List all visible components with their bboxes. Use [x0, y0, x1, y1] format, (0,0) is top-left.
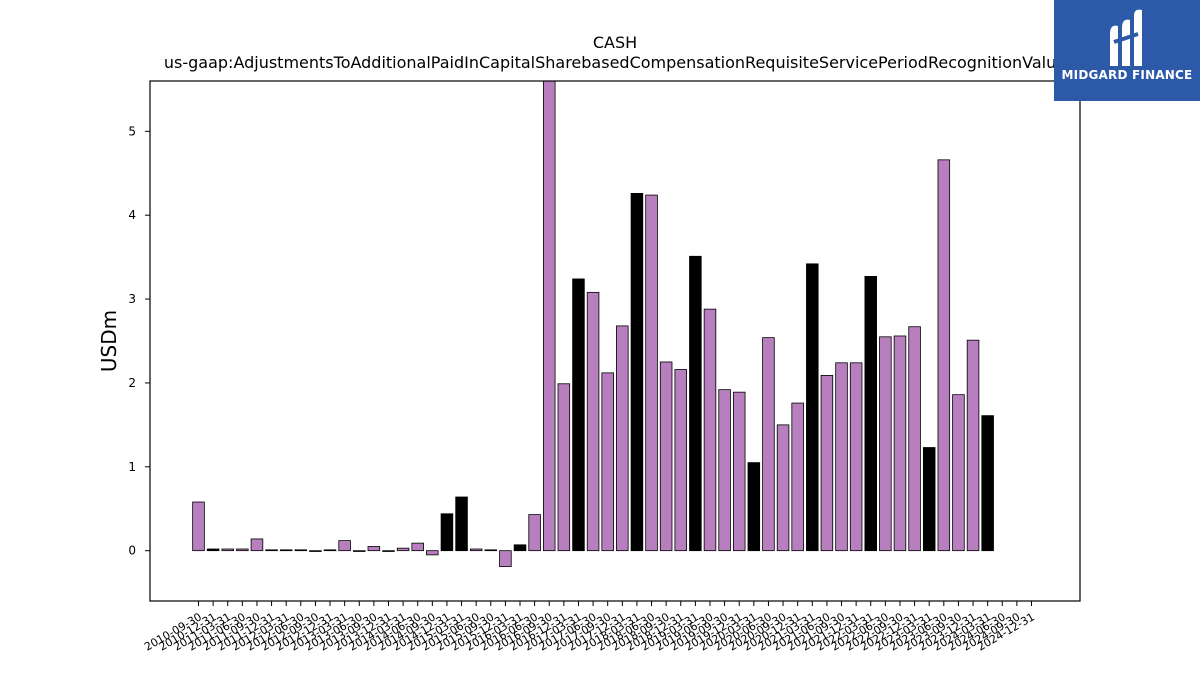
bar-2012-12-31 — [323, 549, 337, 552]
bar-2023-12-31 — [966, 339, 980, 552]
bar-2019-06-30 — [703, 308, 717, 552]
bar-2010-09-30 — [192, 501, 205, 552]
y-tick-label: 1 — [128, 460, 136, 474]
bar-2019-12-31 — [732, 391, 746, 552]
bar-2010-12-31 — [206, 548, 220, 552]
y-axis: 0 1 2 3 4 5 — [128, 124, 150, 558]
y-tick-label: 3 — [128, 292, 136, 306]
y-tick-label: 5 — [128, 124, 136, 138]
bar-2017-12-31 — [616, 325, 629, 552]
bar-2024-03-31 — [981, 415, 994, 552]
bar-2023-09-30 — [952, 394, 965, 552]
bar-2023-03-31 — [922, 447, 936, 552]
bar-2014-06-30 — [411, 542, 424, 552]
bar-2014-12-31 — [440, 513, 454, 552]
bar-2015-12-31 — [499, 550, 512, 568]
plot-frame — [149, 80, 1081, 602]
bar-2013-12-31 — [382, 550, 395, 552]
bar-2016-03-31 — [513, 544, 527, 552]
chart-subtitle: us-gaap:AdjustmentsToAdditionalPaidInCap… — [164, 53, 1066, 72]
bar-2022-06-30 — [879, 336, 892, 552]
y-tick-label: 0 — [128, 544, 136, 558]
bar-2013-03-31 — [338, 540, 351, 552]
bar-2018-09-30 — [659, 361, 673, 552]
bar-2014-09-30 — [426, 550, 439, 556]
bar-2015-06-30 — [469, 548, 483, 552]
bar-2018-06-30 — [645, 194, 658, 552]
bar-2017-06-30 — [586, 291, 600, 552]
bar-2016-06-30 — [528, 514, 541, 552]
bar-2020-12-31 — [791, 402, 804, 552]
bar-2023-06-30 — [937, 159, 951, 552]
bar-2011-06-30 — [236, 548, 249, 552]
bar-2014-03-31 — [396, 547, 410, 552]
y-axis-label: USDm — [97, 310, 121, 372]
bar-2022-03-31 — [864, 276, 877, 552]
bar-2012-03-31 — [279, 549, 293, 552]
bar-2022-09-30 — [893, 335, 907, 552]
bar-2021-03-31 — [806, 263, 819, 552]
chart-title: CASH — [593, 33, 637, 52]
bar-2012-06-30 — [294, 549, 308, 552]
logo-mark-icon — [1110, 9, 1142, 67]
x-axis: 2010-09-302010-12-312011-03-312011-06-30… — [142, 601, 1037, 654]
bar-2021-06-30 — [820, 374, 834, 552]
bar-2013-06-30 — [353, 550, 366, 552]
bar-2012-09-30 — [309, 550, 322, 552]
bar-2019-09-30 — [718, 389, 731, 552]
bar-2020-06-30 — [762, 337, 775, 552]
bars-group — [192, 80, 994, 568]
y-tick-label: 2 — [128, 376, 136, 390]
bar-2015-03-31 — [455, 496, 468, 552]
bar-2018-03-31 — [630, 192, 644, 552]
bar-2016-09-30 — [542, 80, 556, 552]
bar-2021-09-30 — [835, 362, 848, 552]
bar-2018-12-31 — [674, 369, 688, 552]
bar-2017-09-30 — [601, 372, 614, 552]
bar-2011-09-30 — [250, 538, 264, 552]
bar-2013-09-30 — [367, 546, 381, 552]
y-tick-label: 4 — [128, 208, 136, 222]
bar-2011-12-31 — [265, 549, 278, 552]
bar-2016-12-31 — [557, 383, 571, 552]
logo-wordmark: MIDGARD FINANCE — [1061, 68, 1193, 82]
bar-2017-03-31 — [572, 278, 585, 552]
bar-2020-09-30 — [776, 424, 790, 552]
bar-2021-12-31 — [849, 362, 863, 552]
bar-2019-03-31 — [689, 255, 702, 552]
bar-2011-03-31 — [221, 548, 234, 552]
midgard-finance-logo: MIDGARD FINANCE — [1054, 0, 1200, 101]
bar-2020-03-31 — [747, 462, 761, 552]
bar-2015-09-30 — [484, 549, 498, 552]
bar-2022-12-31 — [908, 326, 921, 552]
